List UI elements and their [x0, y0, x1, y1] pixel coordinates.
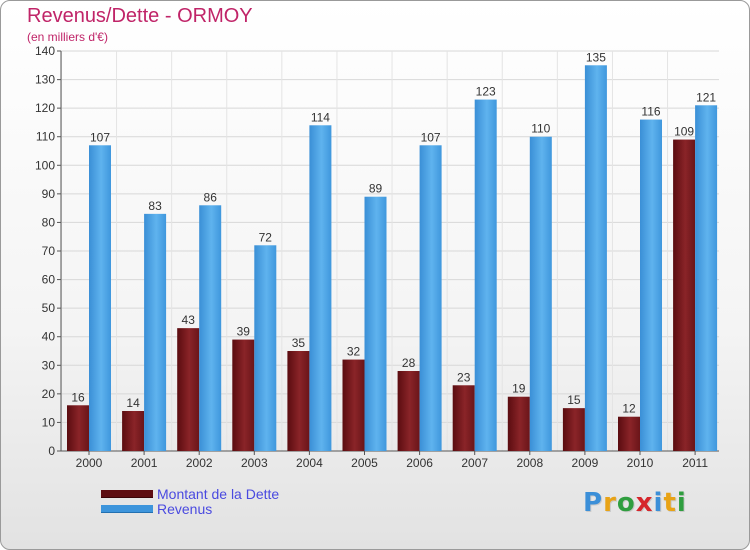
bar-revenus	[474, 99, 497, 452]
bar-dette	[67, 405, 89, 451]
data-label-dette: 12	[622, 402, 636, 416]
legend-label-dette: Montant de la Dette	[157, 486, 280, 502]
legend-swatch-dette	[101, 490, 153, 498]
bar-revenus	[529, 136, 552, 451]
data-label-revenus: 83	[148, 199, 162, 213]
logo-letter: t	[663, 488, 677, 518]
bar-revenus	[419, 145, 442, 452]
y-tick-label: 40	[42, 330, 56, 344]
y-tick-label: 20	[42, 387, 56, 401]
y-tick-label: 0	[48, 444, 55, 458]
bar-revenus	[89, 145, 111, 452]
bar-revenus	[364, 196, 387, 451]
legend-swatch-revenus	[101, 505, 153, 513]
bar-dette	[397, 371, 420, 451]
data-label-dette: 19	[512, 382, 526, 396]
logo-letter: i	[676, 488, 687, 518]
data-labels: 16 107 14 83 43 86 39 72 35 114 32 89 28 107 23 123 19 11…	[71, 50, 716, 415]
bar-revenus	[144, 213, 167, 451]
data-label-revenus: 116	[641, 105, 660, 119]
x-tick-label: 2007	[461, 456, 488, 470]
x-tick-label: 2002	[186, 456, 213, 470]
y-tick-label: 90	[42, 187, 56, 201]
y-tick-label: 140	[35, 44, 55, 58]
x-tick-label: 2001	[131, 456, 158, 470]
axes: 0 10 20 30 40 50 60 70 80 90 100 110 120 130 140 2000 20…	[35, 44, 719, 470]
y-tick-label: 10	[42, 415, 56, 429]
x-tick-label: 2004	[296, 456, 323, 470]
data-label-revenus: 86	[204, 190, 218, 204]
y-tick-label: 50	[42, 301, 56, 315]
data-label-revenus: 107	[421, 130, 441, 144]
y-tick-label: 60	[42, 273, 56, 287]
bar-revenus	[199, 205, 222, 451]
data-label-dette: 15	[567, 393, 581, 407]
logo-letter: o	[616, 488, 636, 518]
data-label-dette: 32	[347, 345, 361, 359]
data-label-dette: 109	[674, 125, 694, 139]
logo-letter: x	[635, 488, 654, 518]
bar-dette	[562, 408, 585, 451]
chart-subtitle: (en milliers d'€)	[27, 30, 108, 44]
logo-letter: r	[603, 488, 617, 518]
bar-dette	[673, 139, 696, 452]
logo-letter: i	[653, 488, 664, 518]
bar-dette	[122, 411, 145, 451]
bar-revenus	[309, 125, 332, 452]
y-tick-label: 120	[35, 101, 55, 115]
x-tick-label: 2011	[682, 456, 708, 470]
data-label-revenus: 123	[476, 85, 496, 99]
bars	[67, 65, 718, 452]
y-tick-label: 130	[35, 73, 55, 87]
y-tick-label: 30	[42, 358, 56, 372]
y-tick-label: 110	[36, 130, 55, 144]
y-tick-label: 80	[42, 215, 56, 229]
data-label-revenus: 89	[369, 182, 383, 196]
bar-dette	[342, 359, 365, 451]
bar-dette	[287, 351, 310, 451]
data-label-dette: 28	[402, 356, 416, 370]
bar-dette	[618, 416, 640, 451]
y-tick-label: 70	[42, 244, 56, 258]
data-label-dette: 39	[237, 325, 251, 339]
data-label-revenus: 121	[696, 90, 716, 104]
data-label-dette: 43	[182, 313, 196, 327]
x-tick-label: 2010	[627, 456, 654, 470]
bar-dette	[507, 396, 530, 451]
bar-revenus	[254, 245, 277, 451]
proxiti-logo: Proxiti	[583, 488, 687, 518]
chart-title: Revenus/Dette - ORMOY	[27, 5, 253, 27]
data-label-dette: 23	[457, 370, 471, 384]
x-tick-label: 2000	[76, 456, 103, 470]
y-tick-label: 100	[35, 158, 55, 172]
x-tick-label: 2003	[241, 456, 268, 470]
data-label-revenus: 114	[311, 110, 330, 124]
logo-letter: P	[583, 488, 604, 518]
bar-dette	[232, 339, 255, 451]
data-label-dette: 14	[126, 396, 140, 410]
data-label-revenus: 107	[90, 130, 110, 144]
legend-label-revenus: Revenus	[157, 501, 213, 517]
data-label-dette: 16	[71, 390, 85, 404]
bar-dette	[177, 328, 200, 451]
data-label-revenus: 72	[259, 230, 273, 244]
x-tick-label: 2005	[351, 456, 378, 470]
x-tick-label: 2008	[516, 456, 543, 470]
x-tick-label: 2009	[572, 456, 599, 470]
data-label-revenus: 110	[531, 122, 550, 136]
bar-dette	[452, 385, 475, 451]
bar-revenus	[584, 65, 607, 452]
bar-revenus	[695, 105, 718, 452]
bar-revenus	[640, 119, 662, 452]
x-tick-label: 2006	[406, 456, 433, 470]
data-label-dette: 35	[292, 336, 306, 350]
data-label-revenus: 135	[586, 50, 606, 64]
grid-lines	[60, 50, 719, 452]
